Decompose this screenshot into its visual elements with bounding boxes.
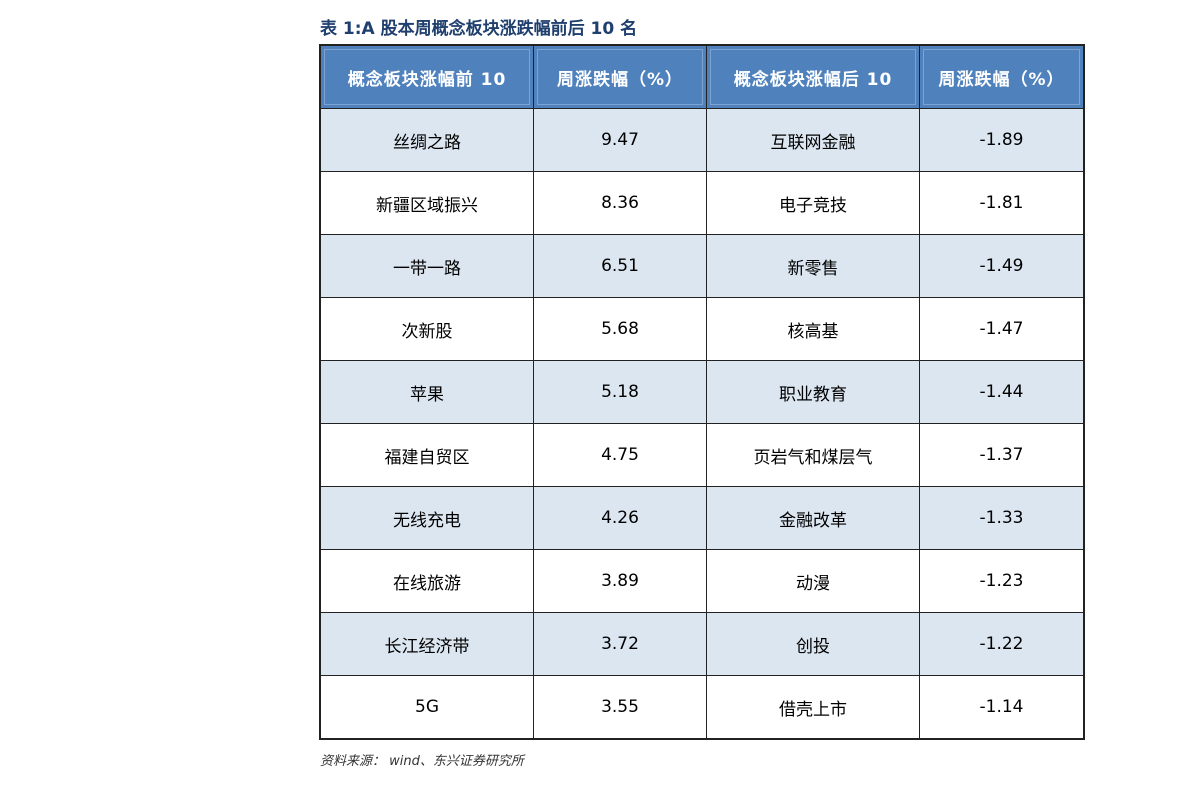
cell-top-sector: 福建自贸区	[319, 423, 534, 487]
header-top-change: 周涨跌幅（%）	[533, 44, 707, 109]
cell-top-change: 3.89	[533, 549, 707, 613]
cell-bottom-sector: 电子竞技	[706, 171, 920, 235]
table-row: 一带一路 6.51 新零售 -1.49	[319, 234, 1085, 298]
cell-top-sector: 5G	[319, 675, 534, 740]
cell-bottom-sector: 借壳上市	[706, 675, 920, 740]
concept-sector-table: 概念板块涨幅前 10 周涨跌幅（%） 概念板块涨幅后 10 周涨跌幅（%） 丝绸…	[319, 44, 1085, 740]
table-row: 次新股 5.68 核高基 -1.47	[319, 297, 1085, 361]
cell-top-sector: 在线旅游	[319, 549, 534, 613]
table-row: 苹果 5.18 职业教育 -1.44	[319, 360, 1085, 424]
cell-bottom-sector: 页岩气和煤层气	[706, 423, 920, 487]
header-bottom-sector: 概念板块涨幅后 10	[706, 44, 920, 109]
header-bottom-change: 周涨跌幅（%）	[919, 44, 1085, 109]
cell-top-change: 3.55	[533, 675, 707, 740]
cell-top-sector: 丝绸之路	[319, 108, 534, 172]
cell-bottom-sector: 职业教育	[706, 360, 920, 424]
cell-bottom-change: -1.14	[919, 675, 1085, 740]
table-row: 无线充电 4.26 金融改革 -1.33	[319, 486, 1085, 550]
cell-bottom-change: -1.49	[919, 234, 1085, 298]
table-row: 新疆区域振兴 8.36 电子竞技 -1.81	[319, 171, 1085, 235]
table-row: 丝绸之路 9.47 互联网金融 -1.89	[319, 108, 1085, 172]
cell-bottom-sector: 创投	[706, 612, 920, 676]
cell-bottom-sector: 核高基	[706, 297, 920, 361]
cell-bottom-change: -1.47	[919, 297, 1085, 361]
cell-top-change: 4.26	[533, 486, 707, 550]
cell-top-change: 4.75	[533, 423, 707, 487]
source-note: 资料来源： wind、东兴证券研究所	[320, 754, 524, 769]
cell-bottom-change: -1.81	[919, 171, 1085, 235]
cell-top-change: 5.18	[533, 360, 707, 424]
table-row: 福建自贸区 4.75 页岩气和煤层气 -1.37	[319, 423, 1085, 487]
cell-bottom-change: -1.37	[919, 423, 1085, 487]
cell-top-sector: 苹果	[319, 360, 534, 424]
cell-bottom-change: -1.44	[919, 360, 1085, 424]
cell-bottom-change: -1.89	[919, 108, 1085, 172]
cell-bottom-change: -1.33	[919, 486, 1085, 550]
cell-top-sector: 长江经济带	[319, 612, 534, 676]
table-row: 在线旅游 3.89 动漫 -1.23	[319, 549, 1085, 613]
cell-top-sector: 次新股	[319, 297, 534, 361]
cell-top-sector: 一带一路	[319, 234, 534, 298]
cell-bottom-sector: 动漫	[706, 549, 920, 613]
cell-bottom-change: -1.22	[919, 612, 1085, 676]
cell-top-change: 5.68	[533, 297, 707, 361]
cell-bottom-sector: 新零售	[706, 234, 920, 298]
cell-bottom-sector: 金融改革	[706, 486, 920, 550]
header-row: 概念板块涨幅前 10 周涨跌幅（%） 概念板块涨幅后 10 周涨跌幅（%）	[319, 44, 1085, 109]
table-row: 5G 3.55 借壳上市 -1.14	[319, 675, 1085, 740]
table-title: 表 1:A 股本周概念板块涨跌幅前后 10 名	[320, 19, 638, 39]
cell-bottom-sector: 互联网金融	[706, 108, 920, 172]
cell-top-sector: 新疆区域振兴	[319, 171, 534, 235]
cell-top-change: 3.72	[533, 612, 707, 676]
header-top-sector: 概念板块涨幅前 10	[319, 44, 534, 109]
cell-top-change: 6.51	[533, 234, 707, 298]
cell-top-change: 8.36	[533, 171, 707, 235]
cell-top-sector: 无线充电	[319, 486, 534, 550]
cell-bottom-change: -1.23	[919, 549, 1085, 613]
table-row: 长江经济带 3.72 创投 -1.22	[319, 612, 1085, 676]
cell-top-change: 9.47	[533, 108, 707, 172]
